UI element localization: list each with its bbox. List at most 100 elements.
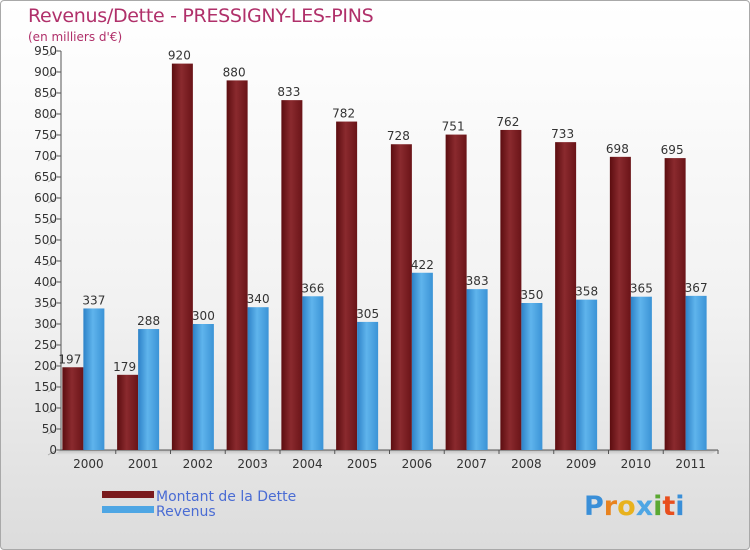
bar-revenus	[685, 295, 707, 450]
axes: 0 50 100 150 200 250 300 350 400 450 500 550 600 650 7…	[34, 44, 719, 471]
bar-revenus	[466, 289, 488, 450]
logo-letter: i	[675, 491, 685, 522]
y-tick-label: 500	[34, 233, 57, 247]
x-tick-label: 2002	[183, 457, 214, 471]
y-hatch	[47, 259, 59, 267]
y-tick-label: 400	[34, 275, 57, 289]
x-tick-label: 2011	[675, 457, 706, 471]
value-label-revenus: 300	[192, 309, 215, 323]
bar-revenus	[138, 329, 160, 450]
logo-letter: r	[603, 491, 618, 522]
x-tick-label: 2010	[621, 457, 652, 471]
y-hatch	[47, 49, 59, 57]
y-tick-label: 550	[34, 212, 57, 226]
y-hatch	[47, 175, 59, 183]
y-tick-label: 800	[34, 107, 57, 121]
logo-letter: x	[635, 491, 654, 522]
bar-revenus	[521, 303, 543, 450]
y-hatch	[47, 217, 59, 225]
y-hatch	[47, 91, 59, 99]
value-label-dette: 698	[606, 142, 629, 156]
legend-swatch-revenus	[102, 506, 154, 513]
bar-revenus	[247, 307, 269, 450]
proxiti-logo: Proxiti	[584, 491, 685, 522]
bar-dette	[117, 374, 139, 450]
y-tick-label: 900	[34, 65, 57, 79]
y-hatch	[47, 301, 59, 309]
value-label-revenus: 350	[520, 288, 543, 302]
chart-subtitle: (en milliers d'€)	[28, 30, 123, 44]
y-tick-label: 750	[34, 128, 57, 142]
bar-dette	[171, 63, 193, 450]
value-label-dette: 197	[58, 352, 81, 366]
y-tick-label: 450	[34, 254, 57, 268]
value-label-dette: 733	[551, 127, 574, 141]
x-tick-label: 2006	[402, 457, 433, 471]
bar-dette	[609, 156, 631, 450]
bar-dette	[664, 158, 686, 450]
value-label-dette: 728	[387, 129, 410, 143]
bar-dette	[281, 100, 303, 450]
bar-dette	[500, 129, 522, 450]
value-label-revenus: 358	[575, 285, 598, 299]
value-label-dette: 762	[496, 115, 519, 129]
x-tick-label: 2005	[347, 457, 378, 471]
value-label-revenus: 340	[247, 292, 270, 306]
x-tick-label: 2009	[566, 457, 597, 471]
y-tick-label: 600	[34, 191, 57, 205]
bar-dette	[226, 80, 248, 451]
value-label-revenus: 366	[301, 281, 324, 295]
y-tick-label: 250	[34, 338, 57, 352]
bar-revenus	[192, 324, 214, 450]
y-hatch	[47, 364, 59, 372]
y-hatch	[47, 280, 59, 288]
y-tick-label: 100	[34, 401, 57, 415]
bar-dette	[445, 134, 467, 450]
bar-revenus	[357, 321, 379, 450]
bar-dette	[555, 142, 577, 450]
value-label-dette: 833	[277, 85, 300, 99]
x-tick-label: 2008	[511, 457, 542, 471]
value-label-revenus: 367	[685, 281, 708, 295]
x-tick-label: 2007	[456, 457, 487, 471]
logo-letter: i	[653, 491, 663, 522]
y-hatch	[47, 322, 59, 330]
logo-letter: o	[617, 491, 636, 522]
bar-revenus	[302, 296, 324, 450]
y-hatch	[47, 343, 59, 351]
bar-revenus	[576, 299, 598, 450]
y-tick-label: 950	[34, 44, 57, 58]
y-hatch	[47, 70, 59, 78]
chart-floor	[53, 450, 718, 455]
logo-letter: P	[584, 491, 604, 522]
value-label-dette: 920	[168, 49, 191, 63]
y-tick-label: 200	[34, 359, 57, 373]
y-tick-label: 150	[34, 380, 57, 394]
y-hatch	[47, 238, 59, 246]
y-hatch	[47, 112, 59, 120]
x-tick-label: 2003	[237, 457, 268, 471]
value-label-dette: 695	[661, 143, 684, 157]
bars	[62, 63, 707, 451]
y-hatch	[47, 406, 59, 414]
value-label-dette: 751	[442, 120, 465, 134]
x-tick-label: 2001	[128, 457, 159, 471]
y-tick-label: 300	[34, 317, 57, 331]
value-label-revenus: 288	[137, 314, 160, 328]
bar-revenus	[630, 296, 652, 450]
value-label-revenus: 337	[82, 293, 105, 307]
y-hatch	[47, 196, 59, 204]
legend-label-dette: Montant de la Dette	[156, 489, 296, 505]
y-hatch	[47, 427, 59, 435]
value-label-dette: 880	[223, 65, 246, 79]
value-label-revenus: 383	[466, 274, 489, 288]
y-hatch	[47, 385, 59, 393]
y-tick-label: 0	[49, 443, 57, 457]
bar-dette	[390, 144, 412, 451]
y-hatch	[47, 154, 59, 162]
value-label-revenus: 365	[630, 282, 653, 296]
chart-title: Revenus/Dette - PRESSIGNY-LES-PINS	[28, 5, 374, 27]
